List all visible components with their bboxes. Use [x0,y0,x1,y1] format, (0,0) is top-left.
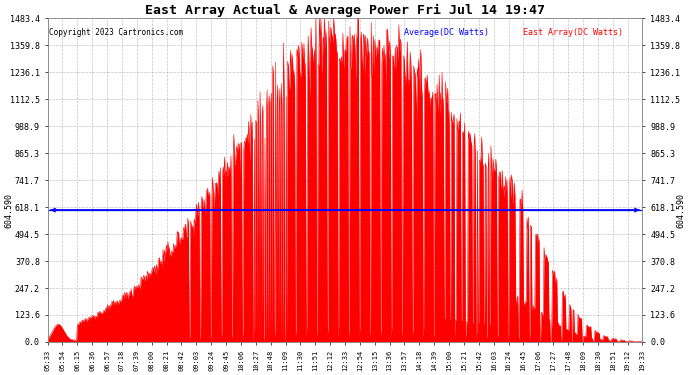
Text: 604.590: 604.590 [677,193,686,228]
Text: East Array(DC Watts): East Array(DC Watts) [524,28,624,37]
Text: Copyright 2023 Cartronics.com: Copyright 2023 Cartronics.com [49,28,183,37]
Title: East Array Actual & Average Power Fri Jul 14 19:47: East Array Actual & Average Power Fri Ju… [145,4,545,17]
Text: 604.590: 604.590 [4,193,13,228]
Text: Average(DC Watts): Average(DC Watts) [404,28,489,37]
